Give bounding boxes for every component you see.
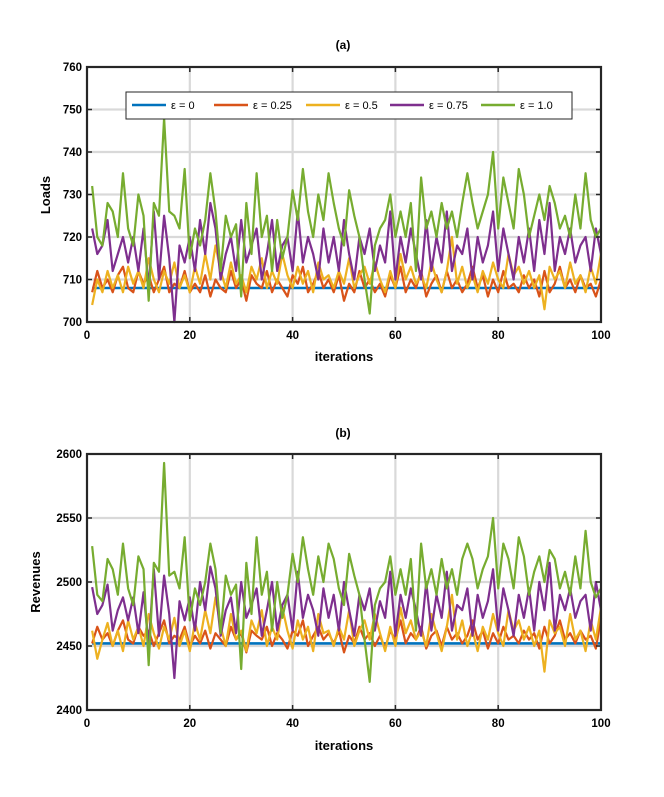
x-tick-label: 20 [183, 718, 196, 730]
y-tick-label: 740 [63, 147, 82, 159]
series-group-b [91, 461, 603, 683]
x-tick-label: 100 [591, 718, 610, 730]
y-tick-label: 2600 [56, 449, 82, 461]
panel-b: (b) 0 20 40 60 80 100 2400 2450 2500 2550 2600 ite… [28, 426, 611, 753]
chart-title-a: (a) [336, 38, 351, 52]
x-tick-label: 80 [492, 718, 505, 730]
y-tick-label: 700 [63, 317, 82, 329]
y-tick-label: 750 [63, 105, 82, 117]
x-tick-label: 100 [591, 330, 610, 342]
x-tick-label: 0 [84, 718, 90, 730]
legend: ε = 0 ε = 0.25 ε = 0.5 ε = 0.75 ε = 1.0 [125, 91, 573, 120]
series-group-a [91, 116, 603, 324]
x-tick-label: 60 [389, 718, 402, 730]
series-line-b-3 [91, 561, 603, 680]
legend-label-3: ε = 0.75 [429, 100, 468, 112]
ticks-b: 0 20 40 60 80 100 2400 2450 2500 2550 2600 [56, 449, 610, 730]
y-tick-label: 720 [63, 232, 82, 244]
legend-label-4: ε = 1.0 [520, 100, 553, 112]
x-axis-label-b: iterations [315, 738, 374, 753]
x-axis-label-a: iterations [315, 349, 374, 364]
y-tick-label: 760 [63, 62, 82, 74]
chart-title-b: (b) [335, 426, 350, 440]
y-axis-label-a: Loads [38, 176, 53, 214]
ticks-a: 0 20 40 60 80 100 700 710 720 730 740 750 760 [63, 62, 611, 342]
series-line-a-3 [91, 201, 603, 324]
legend-label-1: ε = 0.25 [253, 100, 292, 112]
x-tick-label: 80 [492, 330, 505, 342]
legend-label-2: ε = 0.5 [345, 100, 378, 112]
y-tick-label: 2550 [56, 513, 82, 525]
series-line-a-4 [91, 116, 602, 315]
legend-label-0: ε = 0 [171, 100, 195, 112]
x-tick-label: 40 [286, 330, 299, 342]
x-tick-label: 0 [84, 330, 90, 342]
y-axis-label-b: Revenues [28, 551, 43, 612]
y-tick-label: 2400 [56, 705, 82, 717]
y-tick-label: 730 [63, 190, 82, 202]
y-tick-label: 710 [63, 275, 82, 287]
panel-a: (a) 0 20 40 60 80 100 700 710 720 730 740 750 760 it… [38, 38, 611, 364]
y-tick-label: 2450 [56, 641, 82, 653]
series-line-b-4 [91, 461, 602, 683]
y-tick-label: 2500 [56, 577, 82, 589]
x-tick-label: 20 [183, 330, 196, 342]
x-tick-label: 60 [389, 330, 402, 342]
x-tick-label: 40 [286, 718, 299, 730]
